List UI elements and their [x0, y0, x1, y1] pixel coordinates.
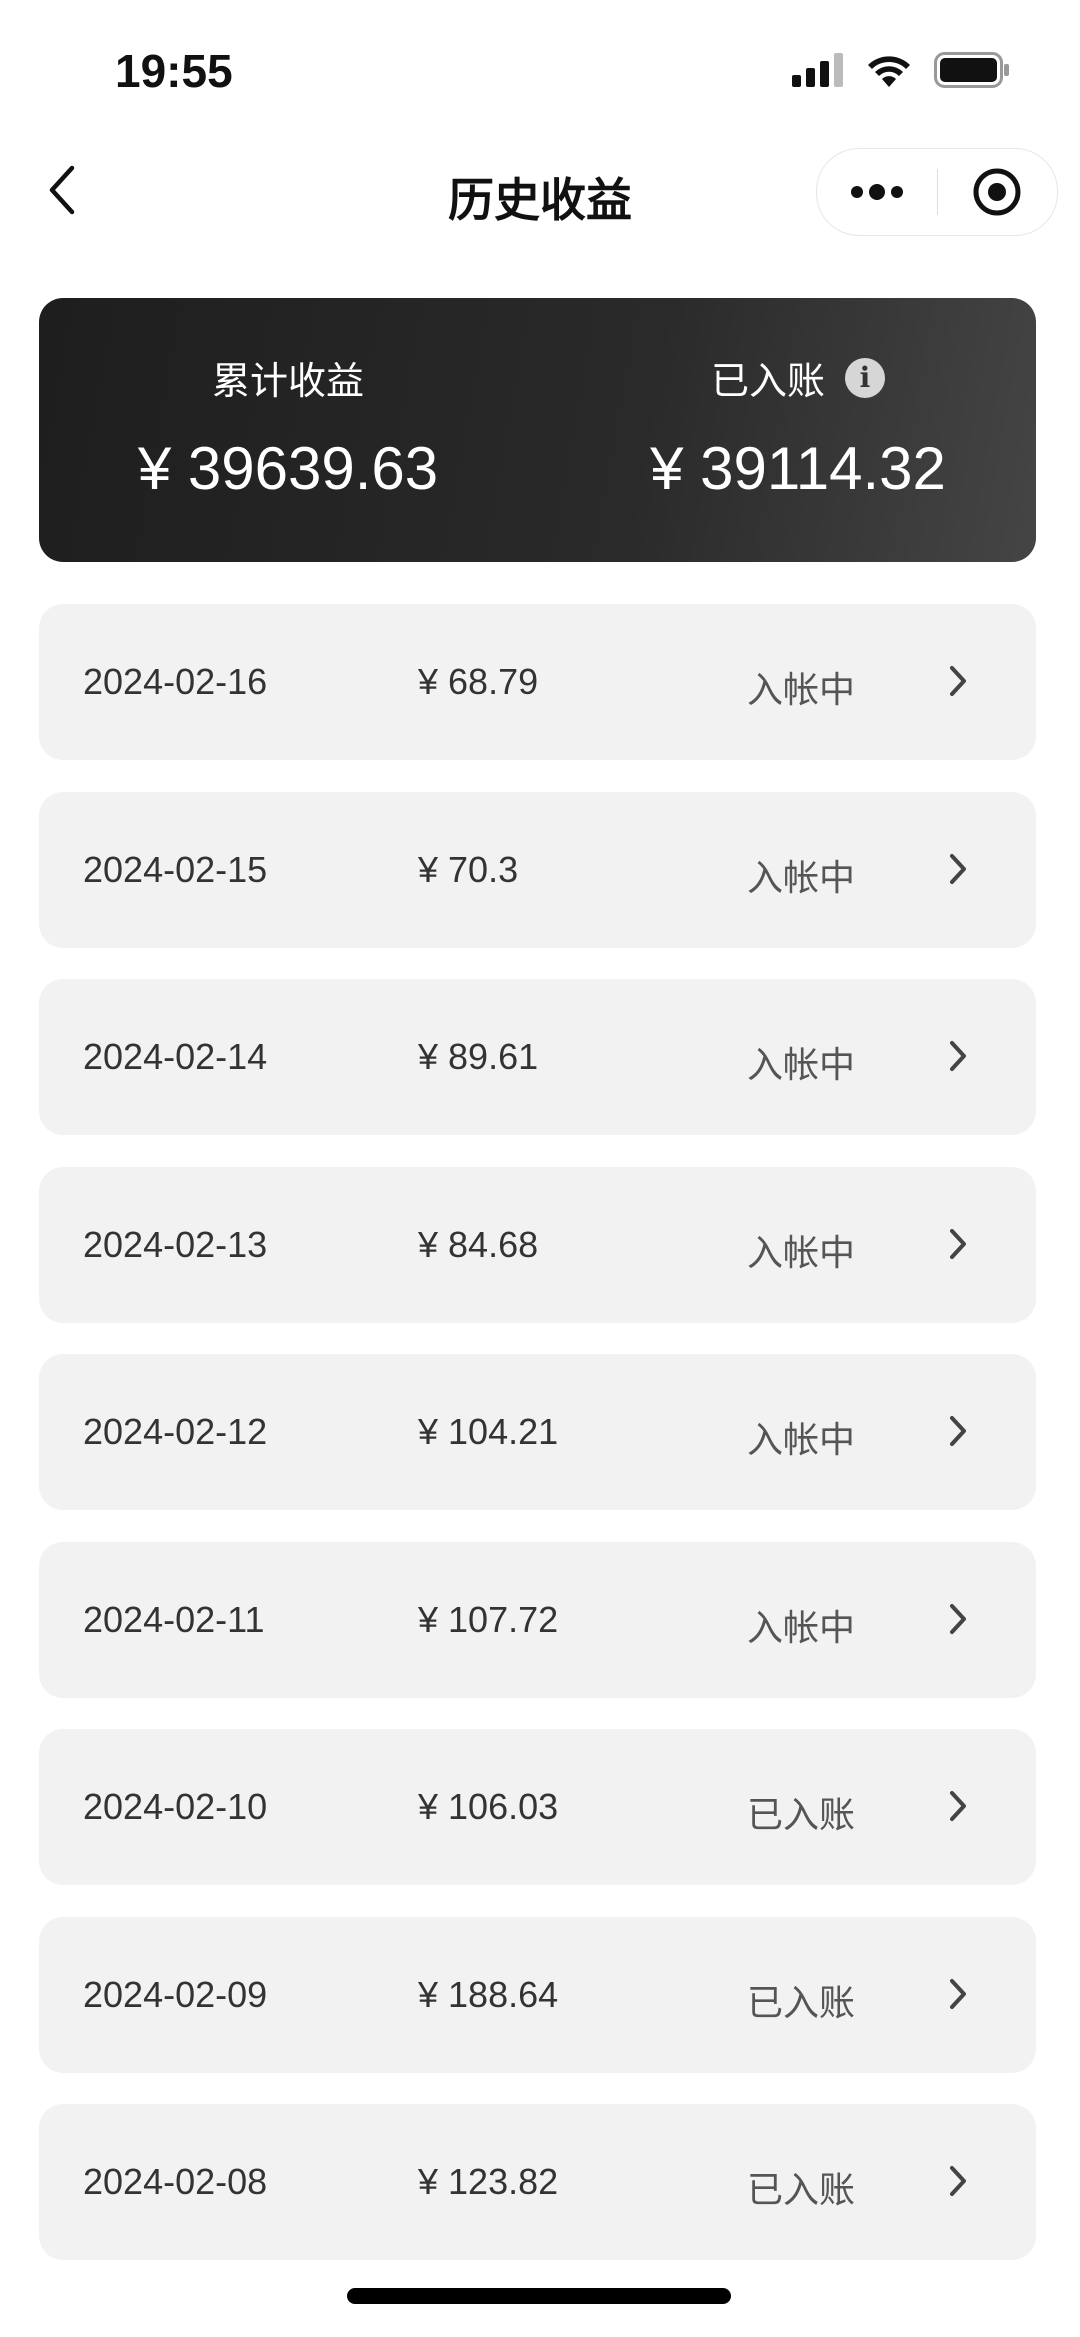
credited-earnings: 已入账 i ¥ 39114.32: [549, 298, 1047, 562]
chevron-right-icon: [947, 2164, 969, 2207]
total-value: ¥ 39639.63: [137, 435, 439, 502]
record-date: 2024-02-09: [83, 1973, 268, 2015]
list-item[interactable]: 2024-02-12 ¥ 104.21 入帐中: [39, 1354, 1036, 1510]
record-amount: ¥ 107.72: [418, 1598, 559, 1640]
battery-icon: [934, 52, 1009, 88]
capsule-divider: [936, 169, 938, 215]
chevron-right-icon: [947, 852, 969, 895]
record-status: 入帐中: [747, 1419, 856, 1460]
home-indicator[interactable]: [347, 2288, 731, 2304]
record-date: 2024-02-08: [83, 2161, 268, 2202]
close-button[interactable]: [938, 149, 1058, 235]
list-item[interactable]: 2024-02-14 ¥ 89.61 入帐中: [39, 979, 1036, 1135]
record-status: 已入账: [747, 2169, 856, 2210]
chevron-right-icon: [947, 1789, 969, 1832]
list-item[interactable]: 2024-02-16 ¥ 68.79 入帐中: [39, 604, 1036, 760]
chevron-right-icon: [947, 1227, 969, 1270]
list-item[interactable]: 2024-02-11 ¥ 107.72 入帐中: [39, 1541, 1036, 1698]
mini-program-capsule: [816, 148, 1058, 236]
record-amount: ¥ 68.79: [418, 661, 539, 702]
record-date: 2024-02-14: [83, 1036, 268, 1077]
record-status: 入帐中: [747, 1606, 856, 1648]
nav-bar: 历史收益: [0, 140, 1080, 240]
status-bar: 19:55: [0, 0, 1080, 140]
record-amount: ¥ 106.03: [418, 1786, 559, 1827]
record-amount: ¥ 123.82: [418, 2161, 559, 2202]
record-amount: ¥ 104.21: [418, 1411, 559, 1452]
list-item[interactable]: 2024-02-09 ¥ 188.64 已入账: [39, 1916, 1036, 2073]
record-date: 2024-02-11: [83, 1598, 265, 1640]
record-date: 2024-02-13: [83, 1223, 268, 1265]
record-status: 入帐中: [747, 1231, 856, 1273]
list-item[interactable]: 2024-02-10 ¥ 106.03 已入账: [39, 1729, 1036, 1885]
more-button[interactable]: [817, 149, 937, 235]
credited-label: 已入账: [710, 361, 825, 403]
record-status: 入帐中: [747, 1044, 856, 1085]
record-status: 已入账: [747, 1981, 856, 2023]
chevron-right-icon: [947, 1977, 969, 2020]
record-date: 2024-02-12: [83, 1411, 268, 1452]
total-earnings: 累计收益 ¥ 39639.63: [39, 298, 537, 562]
record-date: 2024-02-10: [83, 1786, 268, 1827]
list-item[interactable]: 2024-02-15 ¥ 70.3 入帐中: [39, 791, 1036, 948]
record-amount: ¥ 89.61: [418, 1036, 539, 1077]
target-circle-icon: [973, 168, 1021, 216]
info-icon[interactable]: i: [845, 357, 885, 398]
record-status: 入帐中: [747, 856, 856, 898]
record-status: 已入账: [747, 1794, 856, 1835]
chevron-right-icon: [947, 1039, 969, 1082]
record-date: 2024-02-16: [83, 661, 268, 702]
record-status: 入帐中: [747, 669, 856, 710]
more-dots-icon: [850, 184, 903, 200]
record-amount: ¥ 188.64: [418, 1973, 559, 2015]
record-amount: ¥ 84.68: [418, 1223, 539, 1265]
total-label: 累计收益: [211, 361, 364, 403]
status-time: 19:55: [115, 45, 233, 97]
chevron-right-icon: [947, 1414, 969, 1457]
summary-card: 累计收益 ¥ 39639.63 已入账 i ¥ 39114.32: [39, 298, 1036, 562]
page-title: 历史收益: [448, 174, 632, 226]
chevron-right-icon: [947, 1602, 969, 1645]
record-date: 2024-02-15: [83, 848, 268, 890]
signal-icon: [792, 53, 843, 87]
list-item[interactable]: 2024-02-08 ¥ 123.82 已入账: [39, 2104, 1036, 2260]
list-item[interactable]: 2024-02-13 ¥ 84.68 入帐中: [39, 1166, 1036, 1323]
record-amount: ¥ 70.3: [418, 848, 519, 890]
chevron-right-icon: [947, 664, 969, 707]
wifi-icon: [868, 56, 910, 87]
chevron-left-icon[interactable]: [40, 162, 90, 218]
credited-value: ¥ 39114.32: [650, 435, 946, 502]
